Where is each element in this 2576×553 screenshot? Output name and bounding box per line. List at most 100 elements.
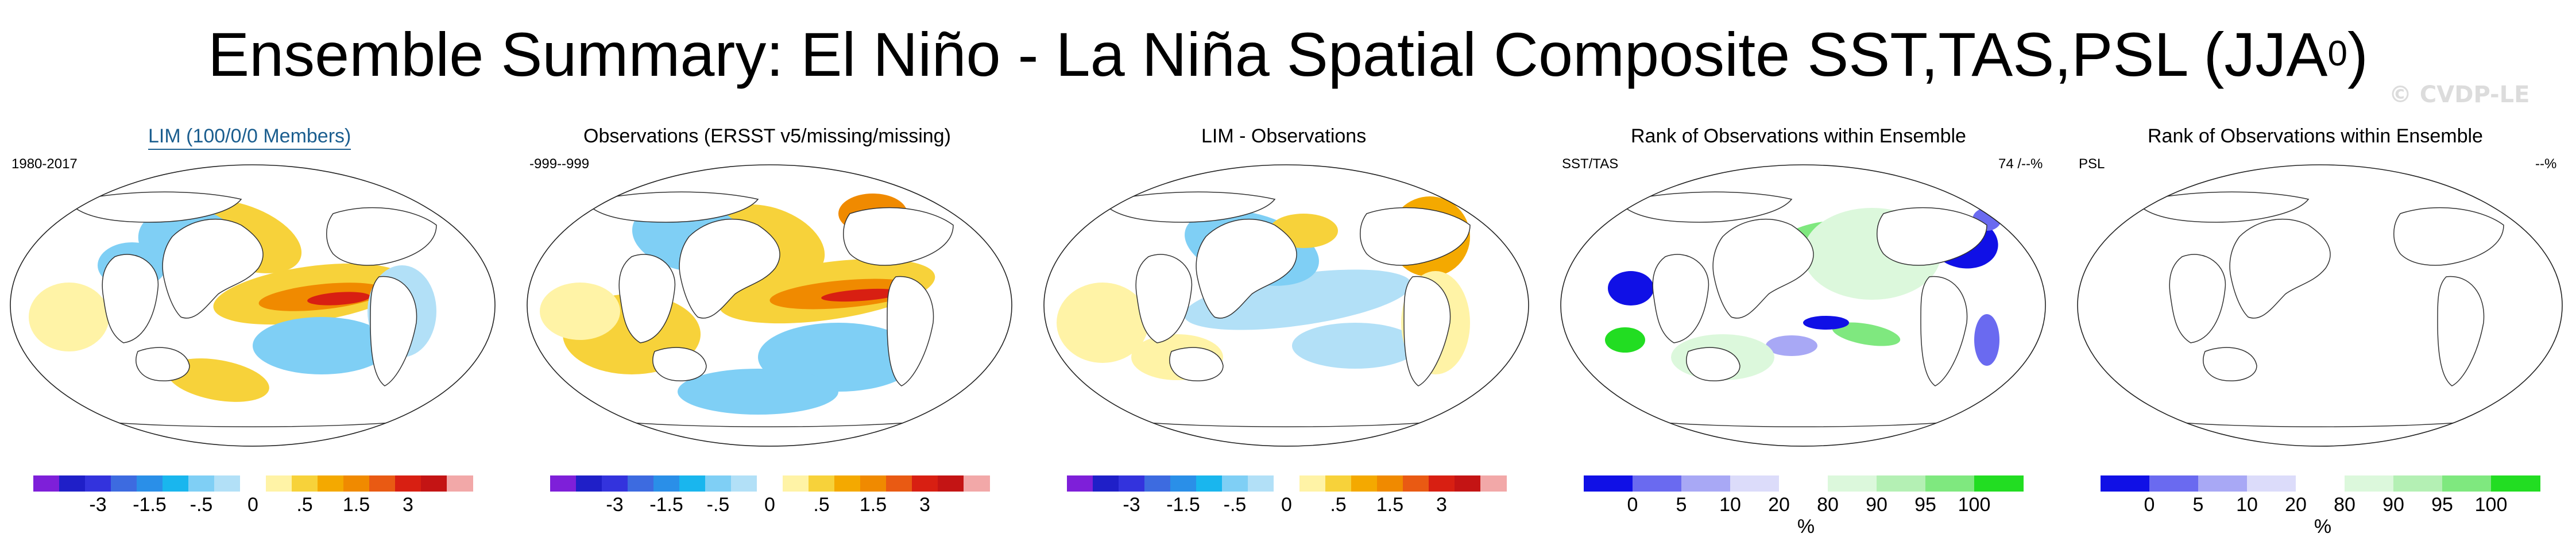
colorbar-tick-label: -3 xyxy=(89,494,107,516)
colorbar-tick-label: 80 xyxy=(2334,494,2355,516)
colorbar-segment xyxy=(2247,475,2296,492)
colorbar-segment xyxy=(2491,475,2540,492)
colorbar-segment xyxy=(1403,475,1429,492)
map-field-layer xyxy=(527,165,1012,446)
panel-title[interactable]: LIM (100/0/0 Members) xyxy=(148,125,351,150)
coastline xyxy=(102,254,159,343)
colorbar-segment xyxy=(1248,475,1274,492)
field-contour xyxy=(167,358,269,402)
colorbar-tick-label: -1.5 xyxy=(133,494,167,516)
colorbar-tick-label: 20 xyxy=(2285,494,2307,516)
period-label: 1980-2017 xyxy=(11,156,78,172)
coastline xyxy=(1618,191,1793,223)
colorbar-segment xyxy=(111,475,137,492)
colorbar-unit: % xyxy=(2314,516,2332,537)
field-contour xyxy=(1766,335,1817,356)
map-field-layer xyxy=(1561,165,2045,446)
period-label: -999--999 xyxy=(529,156,590,172)
rank-percent-label: --% xyxy=(2535,156,2557,172)
colorbar-tick-label: 1.5 xyxy=(1376,494,1404,516)
panel-rank-sst-tas: Rank of Observations within Ensemble SST… xyxy=(1550,0,2056,553)
map-difference xyxy=(1043,164,1529,447)
colorbar-tick-label: 95 xyxy=(1914,494,1936,516)
colorbar xyxy=(550,475,990,492)
map-field-layer xyxy=(10,165,495,446)
colorbar-tick-label: 95 xyxy=(2431,494,2453,516)
colorbar-tick-label: 0 xyxy=(1281,494,1292,516)
colorbar-segment xyxy=(1429,475,1455,492)
colorbar-tick-label: 0 xyxy=(1627,494,1638,516)
colorbar-tick-label: 0 xyxy=(247,494,258,516)
colorbar-segment xyxy=(1093,475,1119,492)
colorbar-segment xyxy=(809,475,835,492)
colorbar-segment xyxy=(1779,475,1828,492)
colorbar-segment xyxy=(964,475,990,492)
map-border xyxy=(10,164,496,447)
coastline xyxy=(1403,276,1451,386)
coastline xyxy=(1686,347,1740,381)
colorbar-segment xyxy=(188,475,215,492)
colorbar-segment xyxy=(1274,475,1300,492)
colorbar-tick-label: 1.5 xyxy=(342,494,370,516)
colorbar-tick-label: -.5 xyxy=(189,494,213,516)
colorbar-segment xyxy=(2345,475,2394,492)
colorbar xyxy=(1584,475,2024,492)
colorbar-segment xyxy=(1222,475,1248,492)
field-contour xyxy=(29,283,109,351)
field-contour xyxy=(253,317,390,374)
field-contour xyxy=(678,369,838,415)
colorbar-tick-label: 100 xyxy=(2474,494,2508,516)
colorbar-segment xyxy=(214,475,241,492)
coastline xyxy=(1169,347,1224,381)
colorbar-segment xyxy=(1633,475,1682,492)
colorbar-segment xyxy=(292,475,318,492)
colorbar-tick-label: -3 xyxy=(606,494,624,516)
field-contour xyxy=(1608,271,1654,305)
colorbar-tick-label: .5 xyxy=(296,494,313,516)
panel-lim: LIM (100/0/0 Members) 1980-2017 -3 -1.5 -.… xyxy=(0,0,505,553)
map-field-layer xyxy=(1044,165,1529,446)
colorbar-segment xyxy=(369,475,396,492)
colorbar-segment xyxy=(1196,475,1223,492)
map-rank-psl xyxy=(2077,164,2563,447)
panel-title: Rank of Observations within Ensemble xyxy=(1631,125,1966,147)
field-contour xyxy=(1832,322,1901,346)
colorbar-segment xyxy=(705,475,732,492)
colorbar-segment xyxy=(85,475,111,492)
colorbar-segment xyxy=(447,475,473,492)
colorbar-segment xyxy=(834,475,861,492)
coastline xyxy=(1652,254,1709,343)
colorbar-tick-label: 80 xyxy=(1817,494,1839,516)
colorbar-tick-label: -1.5 xyxy=(649,494,683,516)
coastline xyxy=(843,207,954,266)
colorbar xyxy=(1067,475,1507,492)
coastline xyxy=(887,276,934,386)
coastline xyxy=(1877,207,1987,266)
colorbar-segment xyxy=(2296,475,2345,492)
panel-title: LIM - Observations xyxy=(1201,125,1367,147)
coastline xyxy=(1920,276,1968,386)
colorbar-segment xyxy=(318,475,344,492)
colorbar-segment xyxy=(1974,475,2024,492)
colorbar-tick-label: 1.5 xyxy=(859,494,887,516)
colorbar-segment xyxy=(1681,475,1731,492)
colorbar-segment xyxy=(266,475,292,492)
colorbar-segment xyxy=(679,475,706,492)
colorbar-segment xyxy=(163,475,189,492)
colorbar-segment xyxy=(1455,475,1481,492)
coastline xyxy=(2393,207,2504,266)
field-contour xyxy=(1974,314,1999,366)
watermark: © CVDP-LE xyxy=(2389,82,2530,108)
colorbar-segment xyxy=(1170,475,1197,492)
rank-percent-label: 74 /--% xyxy=(1998,156,2043,172)
colorbar-segment xyxy=(33,475,60,492)
map-observations xyxy=(527,164,1012,447)
colorbar-tick-label: .5 xyxy=(813,494,830,516)
map-border xyxy=(527,164,1012,447)
colorbar-segment xyxy=(2198,475,2248,492)
map-field-layer xyxy=(2078,165,2562,446)
coastline xyxy=(2437,276,2485,386)
colorbar-segment xyxy=(628,475,654,492)
field-contour xyxy=(1803,316,1849,330)
colorbar-segment xyxy=(653,475,680,492)
